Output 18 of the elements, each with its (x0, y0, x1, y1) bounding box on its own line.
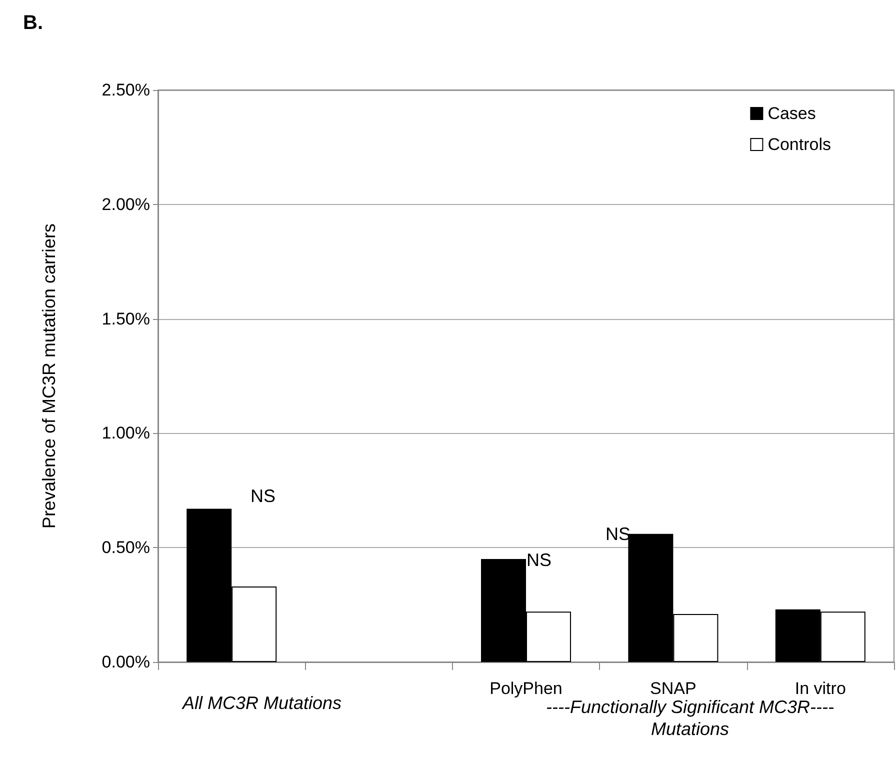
y-tick-label: 1.50% (102, 309, 150, 328)
text: ----Functionally Significant MC3R---- Mutations (546, 697, 834, 739)
y-tick-label: 2.00% (102, 194, 150, 214)
text: All MC3R Mutations (181, 693, 342, 713)
x-tick-label: In vitro (794, 679, 846, 698)
x-tick-label: SNAP (650, 679, 696, 698)
legend-label: Cases (768, 104, 816, 123)
legend-label: Controls (768, 135, 832, 154)
y-tick-label: 1.00% (102, 424, 150, 443)
y-tick-label: 0.00% (102, 652, 150, 672)
annotation: NS (250, 486, 276, 506)
annotation: NS (526, 550, 552, 570)
annotation: NS (605, 524, 631, 544)
y-axis-title: Prevalence of MC3R mutation carriers (39, 223, 59, 529)
y-tick-label: 0.50% (102, 538, 150, 558)
x-tick-label: PolyPhen (490, 679, 562, 698)
chart-title: B. (23, 12, 43, 34)
y-tick-label: 2.50% (102, 80, 150, 100)
